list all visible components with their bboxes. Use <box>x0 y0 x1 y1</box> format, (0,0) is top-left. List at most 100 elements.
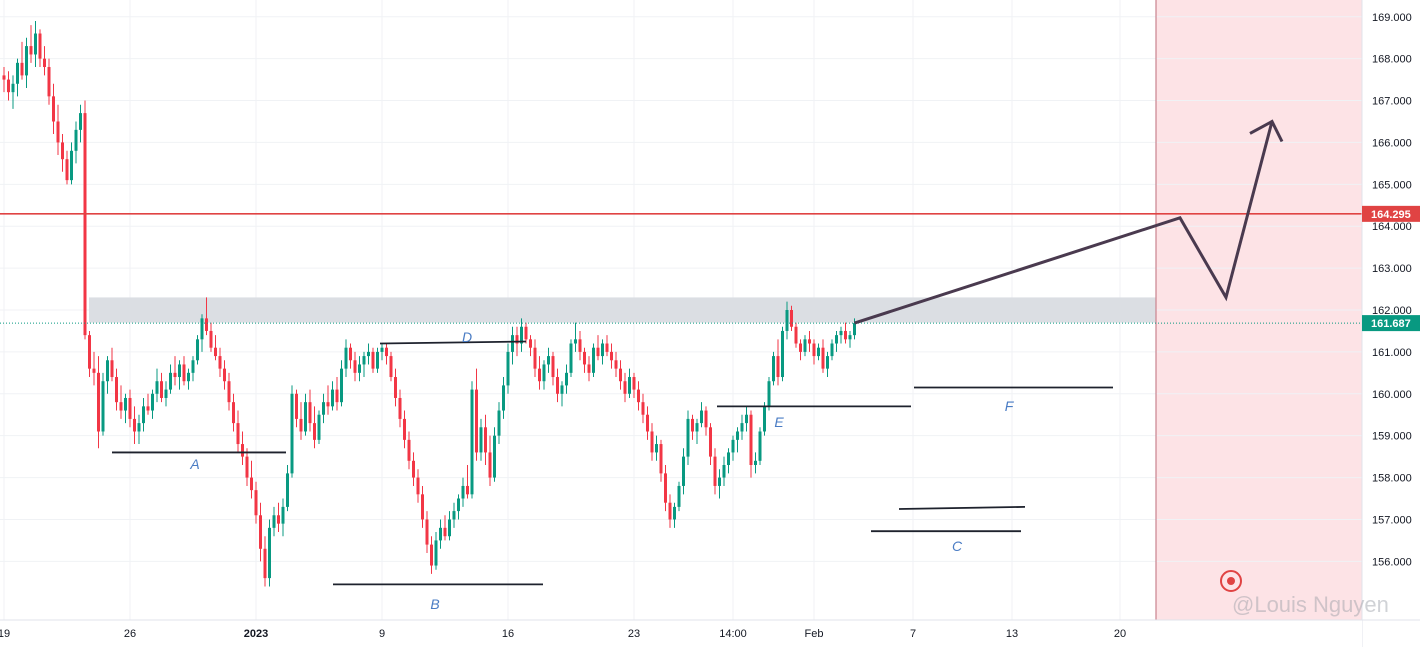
candle-body <box>128 397 132 419</box>
candle-body <box>443 527 447 537</box>
y-tick-label: 161.000 <box>1372 347 1412 359</box>
x-axis-panel <box>0 620 1362 647</box>
candle-body <box>2 75 6 80</box>
candle-body <box>844 330 847 340</box>
candle-body <box>830 343 834 357</box>
candle-body <box>799 343 802 352</box>
y-tick-label: 163.000 <box>1372 263 1412 275</box>
candle-body <box>475 389 478 453</box>
candle-body <box>232 402 235 424</box>
candle-body <box>632 377 636 390</box>
candle-body <box>223 368 226 382</box>
candle-body <box>106 360 109 382</box>
candle-body <box>664 473 667 503</box>
candle-body <box>745 414 748 424</box>
candle-body <box>700 410 703 424</box>
y-tick-label: 156.000 <box>1372 556 1412 568</box>
candle-body <box>394 377 397 398</box>
projection-arrowhead <box>1249 119 1284 143</box>
supply-zone <box>89 297 1156 323</box>
candle-body <box>169 372 172 390</box>
candle-body <box>110 360 114 378</box>
candle-body <box>425 519 429 545</box>
candle-body <box>340 368 343 403</box>
level-label-f: F <box>1005 398 1015 414</box>
candle-body <box>596 347 600 357</box>
candle-body <box>709 427 712 457</box>
candle-body <box>479 427 483 453</box>
candle-body <box>533 347 537 369</box>
level-label-c: C <box>952 538 963 554</box>
candle-body <box>133 418 136 432</box>
candle-body <box>547 356 550 365</box>
x-tick-label: 13 <box>1006 628 1018 640</box>
candle-body <box>412 460 415 478</box>
candle-body <box>259 515 262 549</box>
candle-body <box>20 62 24 76</box>
candle-body <box>686 418 690 457</box>
candle-body <box>205 318 208 331</box>
candle-body <box>556 377 559 394</box>
candle-body <box>146 406 150 411</box>
candle-body <box>43 58 46 68</box>
candle-body <box>29 46 33 55</box>
level-label-e: E <box>774 414 784 430</box>
candle-body <box>848 335 852 340</box>
candle-body <box>794 326 798 344</box>
candle-body <box>592 347 595 373</box>
candle-body <box>322 402 325 415</box>
candle-body <box>241 444 244 457</box>
candle-body <box>749 414 753 465</box>
candle-body <box>506 351 510 386</box>
level-line-d <box>379 340 527 345</box>
candle-body <box>677 485 681 507</box>
candle-body <box>587 364 591 373</box>
candle-body <box>101 381 105 432</box>
candle-body <box>272 515 276 528</box>
y-tick-label: 162.000 <box>1372 305 1412 317</box>
x-tick-label: 26 <box>124 628 136 640</box>
candle-body <box>38 33 42 59</box>
candle-body <box>56 121 60 143</box>
candle-body <box>610 351 613 361</box>
level-label-b: B <box>430 596 439 612</box>
candle-body <box>299 418 303 432</box>
candle-body <box>439 527 442 541</box>
candle-body <box>628 377 631 394</box>
candle-body <box>758 431 762 461</box>
candle-body <box>236 423 240 445</box>
candle-body <box>137 423 141 432</box>
candle-body <box>569 343 573 373</box>
y-tick-label: 167.000 <box>1372 96 1412 108</box>
candle-body <box>542 364 546 382</box>
candle-body <box>763 406 766 432</box>
candle-body <box>313 423 316 440</box>
current-price-tag-label: 161.687 <box>1371 318 1411 330</box>
candle-body <box>772 356 775 382</box>
candle-body <box>349 347 352 361</box>
x-tick-label: 9 <box>379 628 385 640</box>
candle-body <box>736 431 739 440</box>
candle-body <box>142 406 145 424</box>
candle-body <box>466 485 469 495</box>
candle-body <box>304 402 307 432</box>
candle-body <box>376 351 379 369</box>
candle-body <box>218 356 222 369</box>
candle-body <box>520 326 523 344</box>
candle-body <box>614 360 618 369</box>
candle-body <box>551 356 555 378</box>
candle-body <box>115 377 118 403</box>
candle-body <box>538 368 541 382</box>
candle-body <box>502 385 505 411</box>
candle-body <box>461 485 465 499</box>
candle-body <box>398 397 402 419</box>
candle-body <box>641 402 645 415</box>
x-tick-label: Feb <box>805 628 824 640</box>
candle-body <box>124 397 127 411</box>
level-label-a: A <box>189 456 199 472</box>
candle-body <box>187 372 190 382</box>
candle-body <box>578 339 582 352</box>
candle-body <box>407 439 411 461</box>
watermark-text: @Louis Nguyen <box>1232 592 1389 617</box>
